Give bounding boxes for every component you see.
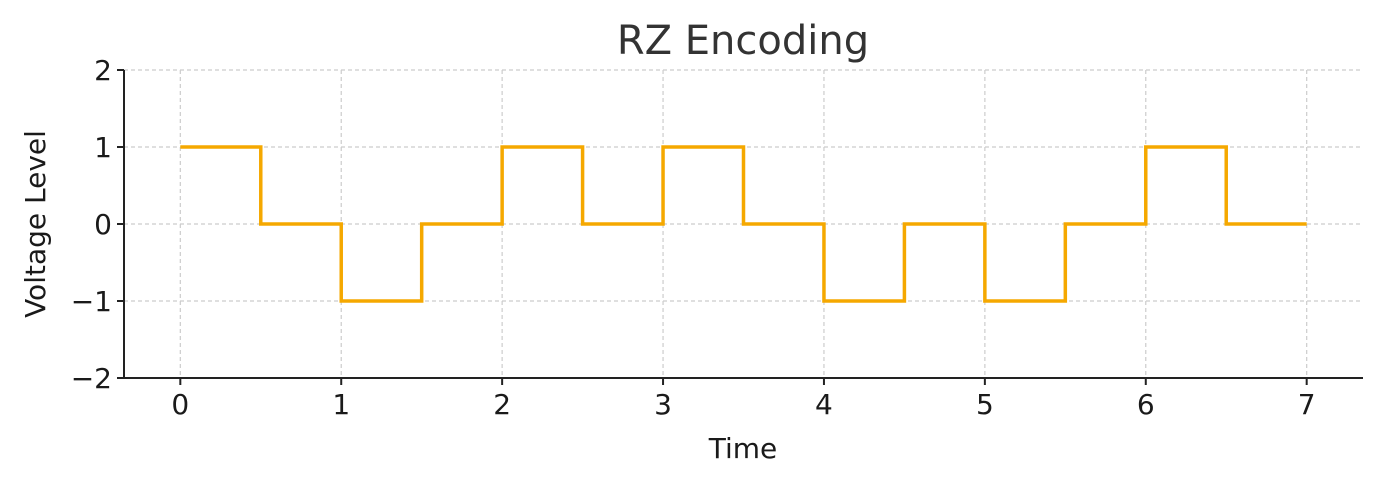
x-tick-label: 0 [171,388,189,421]
x-tick-label: 1 [332,388,350,421]
x-tick-label: 4 [815,388,833,421]
x-tick-label: 2 [493,388,511,421]
series-line-0 [180,145,1307,303]
y-tick-label: 0 [94,208,112,241]
y-tick-label: −1 [71,285,112,318]
y-tick-label: 2 [94,54,112,87]
x-axis-ticks: 0 1 2 3 4 5 6 7 [171,378,1316,421]
x-tick-label: 6 [1137,388,1155,421]
series-layer [180,145,1307,303]
x-tick-label: 3 [654,388,672,421]
x-tick-label: 7 [1298,388,1316,421]
y-tick-label: 1 [94,131,112,164]
y-axis-label: Voltage Level [19,130,52,318]
x-axis-label: Time [708,432,778,465]
y-tick-label: −2 [71,362,112,395]
y-axis-ticks: 2 1 0 −1 −2 [71,54,124,395]
x-tick-label: 5 [976,388,994,421]
chart-title: RZ Encoding [617,18,869,64]
